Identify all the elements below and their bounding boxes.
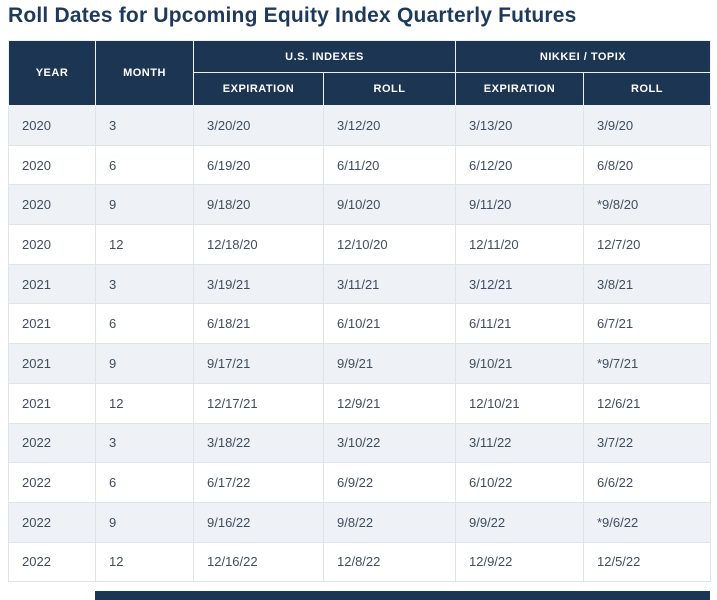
roll-dates-table: YEAR MONTH U.S. INDEXES NIKKEI / TOPIX E… bbox=[8, 40, 712, 583]
cell-month: 6 bbox=[95, 144, 194, 186]
cell-us-expiration: 3/18/22 bbox=[193, 422, 324, 464]
table-row: 2021 9 9/17/21 9/9/21 9/10/21 *9/7/21 bbox=[8, 343, 712, 384]
cell-us-expiration: 12/18/20 bbox=[193, 224, 324, 265]
cell-us-roll: 12/8/22 bbox=[323, 541, 456, 583]
cell-nikkei-expiration: 6/10/22 bbox=[455, 462, 584, 503]
cell-month: 6 bbox=[95, 303, 194, 345]
column-header-nikkei-roll: ROLL bbox=[582, 72, 712, 106]
cell-month: 6 bbox=[95, 462, 194, 503]
cell-nikkei-roll: 12/7/20 bbox=[582, 224, 712, 265]
cell-nikkei-roll: *9/6/22 bbox=[582, 501, 712, 543]
cell-year: 2020 bbox=[8, 224, 96, 265]
table-row: 2021 3 3/19/21 3/11/21 3/12/21 3/8/21 bbox=[8, 263, 712, 305]
cell-us-roll: 9/10/20 bbox=[323, 184, 456, 226]
cell-us-expiration: 9/17/21 bbox=[193, 343, 324, 384]
cell-us-expiration: 3/20/20 bbox=[193, 105, 324, 146]
cell-us-expiration: 6/17/22 bbox=[193, 462, 324, 503]
cell-nikkei-roll: 3/7/22 bbox=[582, 422, 712, 464]
table-row: 2020 9 9/18/20 9/10/20 9/11/20 *9/8/20 bbox=[8, 184, 712, 226]
column-header-us-roll: ROLL bbox=[323, 72, 456, 106]
cell-us-roll: 9/9/21 bbox=[323, 343, 456, 384]
cell-us-expiration: 9/16/22 bbox=[193, 501, 324, 543]
bottom-cutoff-bar bbox=[95, 591, 710, 600]
table-row: 2020 6 6/19/20 6/11/20 6/12/20 6/8/20 bbox=[8, 144, 712, 186]
table-header: YEAR MONTH U.S. INDEXES NIKKEI / TOPIX E… bbox=[8, 40, 712, 106]
cell-nikkei-expiration: 12/10/21 bbox=[455, 382, 584, 424]
cell-us-roll: 6/10/21 bbox=[323, 303, 456, 345]
cell-month: 12 bbox=[95, 224, 194, 265]
cell-us-expiration: 6/18/21 bbox=[193, 303, 324, 345]
cell-us-expiration: 9/18/20 bbox=[193, 184, 324, 226]
cell-nikkei-expiration: 9/10/21 bbox=[455, 343, 584, 384]
cell-nikkei-roll: *9/8/20 bbox=[582, 184, 712, 226]
cell-nikkei-roll: 3/8/21 bbox=[582, 263, 712, 305]
table-row: 2020 3 3/20/20 3/12/20 3/13/20 3/9/20 bbox=[8, 105, 712, 146]
cell-month: 9 bbox=[95, 343, 194, 384]
cell-nikkei-roll: 12/5/22 bbox=[582, 541, 712, 583]
cell-us-roll: 6/11/20 bbox=[323, 144, 456, 186]
table-row: 2022 6 6/17/22 6/9/22 6/10/22 6/6/22 bbox=[8, 462, 712, 503]
cell-nikkei-roll: 12/6/21 bbox=[582, 382, 712, 424]
cell-nikkei-expiration: 9/9/22 bbox=[455, 501, 584, 543]
cell-nikkei-expiration: 6/12/20 bbox=[455, 144, 584, 186]
cell-nikkei-roll: 3/9/20 bbox=[582, 105, 712, 146]
cell-nikkei-expiration: 3/11/22 bbox=[455, 422, 584, 464]
table-row: 2021 6 6/18/21 6/10/21 6/11/21 6/7/21 bbox=[8, 303, 712, 345]
cell-year: 2022 bbox=[8, 541, 96, 583]
table-row: 2022 12 12/16/22 12/8/22 12/9/22 12/5/22 bbox=[8, 541, 712, 583]
cell-nikkei-expiration: 9/11/20 bbox=[455, 184, 584, 226]
cell-year: 2022 bbox=[8, 501, 96, 543]
cell-nikkei-expiration: 3/12/21 bbox=[455, 263, 584, 305]
cell-us-expiration: 6/19/20 bbox=[193, 144, 324, 186]
cell-year: 2020 bbox=[8, 184, 96, 226]
cell-year: 2022 bbox=[8, 462, 96, 503]
cell-nikkei-roll: 6/8/20 bbox=[582, 144, 712, 186]
cell-year: 2020 bbox=[8, 105, 96, 146]
cell-us-roll: 12/9/21 bbox=[323, 382, 456, 424]
cell-us-roll: 3/11/21 bbox=[323, 263, 456, 305]
cell-year: 2020 bbox=[8, 144, 96, 186]
column-header-us-expiration: EXPIRATION bbox=[193, 72, 324, 106]
cell-year: 2021 bbox=[8, 343, 96, 384]
cell-month: 3 bbox=[95, 263, 194, 305]
cell-nikkei-expiration: 12/9/22 bbox=[455, 541, 584, 583]
cell-nikkei-roll: 6/6/22 bbox=[582, 462, 712, 503]
column-group-nikkei-topix: NIKKEI / TOPIX bbox=[454, 40, 712, 73]
column-header-nikkei-expiration: EXPIRATION bbox=[455, 72, 584, 106]
table-body: 2020 3 3/20/20 3/12/20 3/13/20 3/9/20 2020 6 6/1… bbox=[8, 105, 712, 583]
cell-us-expiration: 12/17/21 bbox=[193, 382, 324, 424]
cell-month: 9 bbox=[95, 184, 194, 226]
cell-month: 9 bbox=[95, 501, 194, 543]
table-row: 2022 9 9/16/22 9/8/22 9/9/22 *9/6/22 bbox=[8, 501, 712, 543]
cell-us-expiration: 3/19/21 bbox=[193, 263, 324, 305]
column-header-year: YEAR bbox=[8, 40, 96, 106]
page-title: Roll Dates for Upcoming Equity Index Qua… bbox=[8, 4, 577, 27]
cell-us-roll: 6/9/22 bbox=[323, 462, 456, 503]
cell-year: 2022 bbox=[8, 422, 96, 464]
header-group-row: YEAR MONTH U.S. INDEXES NIKKEI / TOPIX bbox=[8, 40, 712, 106]
table-row: 2020 12 12/18/20 12/10/20 12/11/20 12/7/20 bbox=[8, 224, 712, 265]
cell-nikkei-expiration: 12/11/20 bbox=[455, 224, 584, 265]
cell-nikkei-expiration: 6/11/21 bbox=[455, 303, 584, 345]
cell-us-roll: 12/10/20 bbox=[323, 224, 456, 265]
table-row: 2022 3 3/18/22 3/10/22 3/11/22 3/7/22 bbox=[8, 422, 712, 464]
cell-us-roll: 3/12/20 bbox=[323, 105, 456, 146]
table-row: 2021 12 12/17/21 12/9/21 12/10/21 12/6/21 bbox=[8, 382, 712, 424]
cell-nikkei-expiration: 3/13/20 bbox=[455, 105, 584, 146]
cell-month: 3 bbox=[95, 422, 194, 464]
cell-month: 12 bbox=[95, 541, 194, 583]
cell-nikkei-roll: 6/7/21 bbox=[582, 303, 712, 345]
column-group-us-indexes: U.S. INDEXES bbox=[193, 40, 456, 73]
cell-month: 12 bbox=[95, 382, 194, 424]
column-header-month: MONTH bbox=[95, 40, 194, 106]
cell-us-expiration: 12/16/22 bbox=[193, 541, 324, 583]
cell-month: 3 bbox=[95, 105, 194, 146]
cell-nikkei-roll: *9/7/21 bbox=[582, 343, 712, 384]
cell-year: 2021 bbox=[8, 303, 96, 345]
cell-year: 2021 bbox=[8, 382, 96, 424]
cell-us-roll: 3/10/22 bbox=[323, 422, 456, 464]
cell-us-roll: 9/8/22 bbox=[323, 501, 456, 543]
cell-year: 2021 bbox=[8, 263, 96, 305]
header-sub-row: EXPIRATION ROLL EXPIRATION ROLL bbox=[9, 72, 712, 106]
